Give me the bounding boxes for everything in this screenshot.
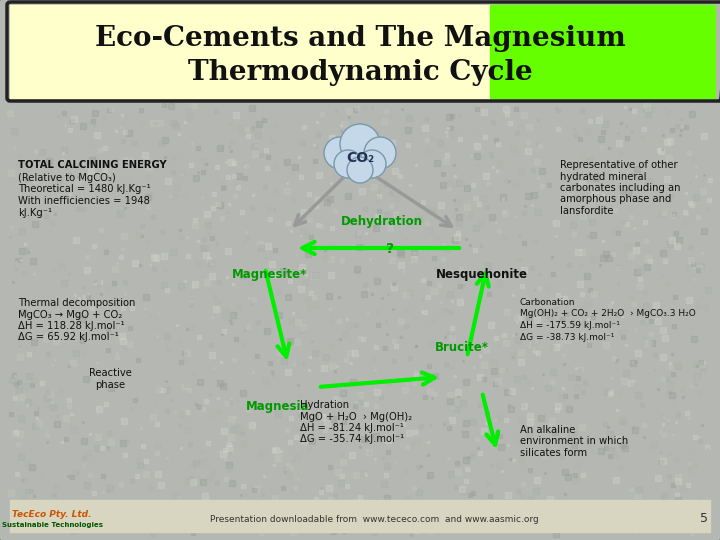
- Text: silicates form: silicates form: [520, 448, 587, 458]
- Circle shape: [358, 150, 386, 178]
- Circle shape: [347, 157, 373, 183]
- Text: Representative of other: Representative of other: [560, 160, 678, 170]
- Text: Eco-Cements and The Magnesium: Eco-Cements and The Magnesium: [94, 24, 626, 51]
- Bar: [490, 5, 715, 98]
- Text: 5: 5: [700, 512, 708, 525]
- Bar: [10, 500, 710, 532]
- Bar: [10, 5, 490, 98]
- Text: Magnesite*: Magnesite*: [233, 268, 307, 281]
- Text: lansfordite: lansfordite: [560, 206, 613, 216]
- Text: (Relative to MgCO₃): (Relative to MgCO₃): [18, 173, 116, 183]
- Text: An alkaline: An alkaline: [520, 425, 575, 435]
- Text: Theoretical = 1480 kJ.Kg⁻¹: Theoretical = 1480 kJ.Kg⁻¹: [18, 185, 150, 194]
- Text: Dehydration: Dehydration: [341, 215, 423, 228]
- Text: ?: ?: [386, 242, 394, 256]
- Text: hydrated mineral: hydrated mineral: [560, 172, 647, 181]
- Text: TecEco Pty. Ltd.: TecEco Pty. Ltd.: [12, 510, 91, 519]
- Text: ΔH = -175.59 kJ.mol⁻¹: ΔH = -175.59 kJ.mol⁻¹: [520, 321, 620, 330]
- Text: MgO + H₂O  › Mg(OH)₂: MgO + H₂O › Mg(OH)₂: [300, 411, 412, 422]
- Text: ΔG = 65.92 kJ.mol⁻¹: ΔG = 65.92 kJ.mol⁻¹: [18, 333, 119, 342]
- Text: Brucite*: Brucite*: [435, 341, 489, 354]
- Text: TOTAL CALCINING ENERGY: TOTAL CALCINING ENERGY: [18, 160, 166, 170]
- Text: Hydration: Hydration: [300, 400, 349, 410]
- Text: ΔG = -35.74 kJ.mol⁻¹: ΔG = -35.74 kJ.mol⁻¹: [300, 435, 404, 444]
- Text: Sustainable Technologies: Sustainable Technologies: [1, 522, 102, 528]
- Circle shape: [334, 150, 362, 178]
- Circle shape: [364, 137, 396, 169]
- Text: Reactive: Reactive: [89, 368, 132, 378]
- Text: Thermodynamic Cycle: Thermodynamic Cycle: [188, 58, 532, 85]
- Text: phase: phase: [95, 380, 125, 390]
- Text: carbonates including an: carbonates including an: [560, 183, 680, 193]
- Text: Nesquehonite: Nesquehonite: [436, 268, 528, 281]
- Text: Magnesia: Magnesia: [246, 400, 310, 413]
- Text: MgCO₃ → MgO + CO₂: MgCO₃ → MgO + CO₂: [18, 309, 122, 320]
- Text: ΔH = -81.24 kJ.mol⁻¹: ΔH = -81.24 kJ.mol⁻¹: [300, 423, 404, 433]
- Text: CO₂: CO₂: [346, 151, 374, 165]
- Text: Presentation downloadable from  www.tececo.com  and www.aasmic.org: Presentation downloadable from www.tecec…: [210, 515, 539, 523]
- Text: Mg(OH)₂ + CO₂ + 2H₂O  › MgCO₃.3 H₂O: Mg(OH)₂ + CO₂ + 2H₂O › MgCO₃.3 H₂O: [520, 309, 696, 319]
- Circle shape: [324, 137, 356, 169]
- Text: ΔG = -38.73 kJ.mol⁻¹: ΔG = -38.73 kJ.mol⁻¹: [520, 333, 614, 341]
- Text: With inefficiencies = 1948: With inefficiencies = 1948: [18, 196, 150, 206]
- Text: Carbonation: Carbonation: [520, 298, 575, 307]
- Text: kJ.Kg⁻¹: kJ.Kg⁻¹: [18, 207, 52, 218]
- Circle shape: [340, 124, 380, 164]
- Text: ΔH = 118.28 kJ.mol⁻¹: ΔH = 118.28 kJ.mol⁻¹: [18, 321, 125, 331]
- Text: environment in which: environment in which: [520, 436, 629, 447]
- Text: amorphous phase and: amorphous phase and: [560, 194, 671, 205]
- Text: Thermal decomposition: Thermal decomposition: [18, 298, 135, 308]
